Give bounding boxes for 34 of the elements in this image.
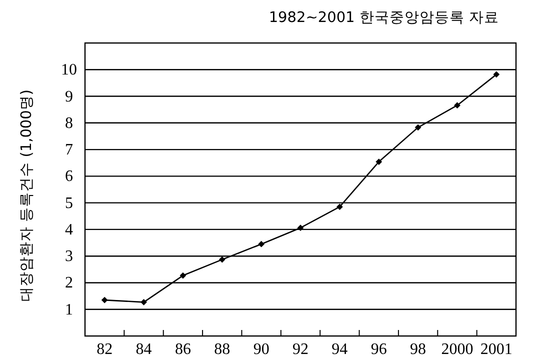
point	[218, 256, 226, 263]
x-tick-label: 92	[292, 341, 308, 358]
point	[493, 71, 500, 78]
y-tick-label: 2	[65, 274, 73, 292]
y-tick-label: 7	[65, 142, 73, 159]
point	[336, 204, 343, 210]
y-tick-label: 5	[65, 194, 73, 212]
x-tick-label: 2000	[441, 341, 474, 358]
x-tick-label: 98	[410, 341, 426, 358]
y-tick-label: 8	[65, 114, 73, 132]
chart-title: 1982~2001 한국중앙암등록 자료	[268, 10, 499, 26]
x-tick-label: 90	[253, 341, 270, 358]
x-tick-label: 86	[174, 341, 191, 358]
x-tick-label: 96	[370, 341, 387, 358]
x-tick-label: 94	[332, 341, 348, 358]
y-tick-label: 9	[65, 88, 73, 106]
x-tick-label: 84	[136, 341, 152, 358]
y-tick-label: 4	[65, 221, 73, 238]
point	[258, 240, 265, 248]
point	[180, 272, 186, 279]
y-axis-title: 대장암환자 등록건수 (1,000명)	[19, 89, 35, 302]
x-tick-label: 2001	[480, 341, 512, 358]
point	[140, 298, 147, 306]
point	[101, 296, 108, 304]
x-tick-label: 88	[214, 341, 230, 358]
y-tick-label: 1	[65, 301, 73, 318]
y-tick-label: 6	[65, 168, 73, 186]
y-tick-label: 3	[65, 248, 73, 266]
y-tick-label: 10	[61, 62, 77, 79]
point	[454, 102, 460, 109]
x-tick-label: 82	[96, 341, 113, 358]
point	[414, 124, 422, 131]
point	[376, 158, 382, 165]
point	[297, 224, 304, 232]
